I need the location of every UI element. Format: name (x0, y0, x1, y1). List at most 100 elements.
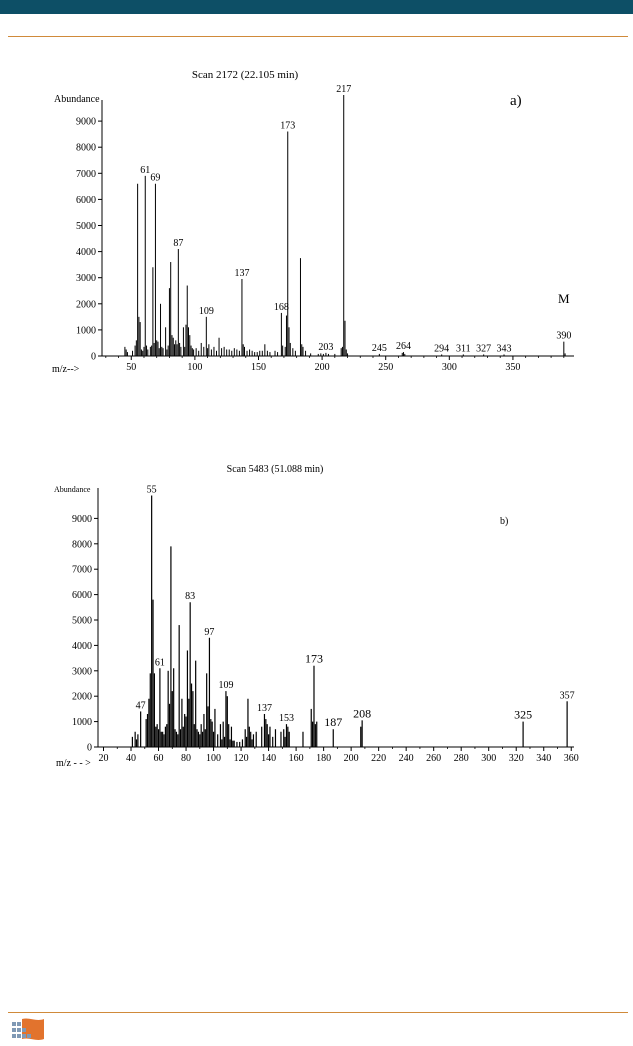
mass-spectrum-chart-a: Scan 2172 (22.105 min) a) Abundance m/z-… (52, 69, 574, 375)
x-tick-label: 200 (315, 362, 330, 373)
peak-label: 245 (372, 343, 387, 354)
y-axis-label: Abundance (54, 485, 91, 494)
peak-label: 173 (280, 121, 295, 132)
peak-label: 208 (353, 706, 371, 720)
y-tick-label: 7000 (76, 169, 96, 180)
x-tick-label: 300 (442, 362, 457, 373)
logo-dot (22, 1034, 26, 1038)
x-tick-label: 340 (536, 753, 551, 764)
peak-label: 55 (147, 485, 157, 496)
chart-title: Scan 2172 (22.105 min) (192, 69, 299, 81)
y-tick-label: 3000 (72, 666, 92, 677)
mass-spectrum-chart-b: Scan 5483 (51.088 min) b) Abundance m/z … (54, 464, 579, 769)
x-tick-label: 40 (126, 753, 136, 764)
logo-dot (17, 1022, 21, 1026)
logo-dot (22, 1028, 26, 1032)
y-tick-label: 9000 (72, 514, 92, 525)
y-tick-label: 5000 (72, 616, 92, 627)
x-tick-label: 100 (206, 753, 221, 764)
y-tick-label: 8000 (72, 539, 92, 550)
x-tick-label: 120 (234, 753, 249, 764)
footer-rule (8, 1012, 628, 1013)
panel-label: b) (500, 516, 508, 527)
peak-labels: 47 55 61 83 97 109 137 153 173 187 208 325 357 (136, 485, 575, 730)
logo-dot (27, 1034, 31, 1038)
peak-label: 87 (173, 238, 183, 249)
x-tick-label: 320 (509, 753, 524, 764)
peak-label: 153 (279, 713, 294, 724)
peak-label: 217 (336, 84, 351, 95)
peak-label: 61 (140, 165, 150, 176)
peak-label: 109 (218, 680, 233, 691)
panel-label: a) (510, 93, 522, 109)
peak-label: 69 (150, 173, 160, 184)
y-tick-label: 2000 (72, 692, 92, 703)
x-tick-label: 360 (564, 753, 579, 764)
x-tick-label: 200 (344, 753, 359, 764)
peak-label: 97 (204, 627, 214, 638)
peak-label: 294 (434, 343, 449, 354)
peak-label: 343 (497, 343, 512, 354)
y-tick-label: 4000 (76, 247, 96, 258)
peak-label: 325 (514, 708, 532, 722)
y-tick-label: 6000 (72, 590, 92, 601)
x-tick-label: 80 (181, 753, 191, 764)
header-band (0, 0, 633, 14)
peak-label: 47 (136, 700, 146, 711)
x-tick-label: 160 (289, 753, 304, 764)
peak-label: 168 (274, 302, 289, 313)
peak-label: 109 (199, 306, 214, 317)
x-axis-label: m/z--> (52, 364, 80, 375)
x-tick-label: 220 (371, 753, 386, 764)
y-tick-label: 1000 (76, 325, 96, 336)
peak-label: 173 (305, 652, 323, 666)
y-tick-label: 2000 (76, 299, 96, 310)
x-tick-label: 20 (99, 753, 109, 764)
y-tick-label: 0 (91, 352, 96, 363)
y-tick-label: 0 (87, 743, 92, 754)
y-tick-label: 8000 (76, 143, 96, 154)
x-axis-label: m/z - - > (56, 758, 91, 769)
x-tick-label: 280 (454, 753, 469, 764)
chart-title: Scan 5483 (51.088 min) (227, 464, 324, 475)
logo-dot (12, 1034, 16, 1038)
y-axis-label: Abundance (54, 94, 100, 105)
peak-label: 61 (155, 657, 165, 668)
x-tick-label: 250 (378, 362, 393, 373)
y-tick-label: 5000 (76, 221, 96, 232)
peak-label: 137 (257, 703, 272, 714)
peak-label: 327 (476, 343, 491, 354)
peak-label: 137 (234, 268, 249, 279)
x-tick-label: 300 (481, 753, 496, 764)
axes: 0 1000 2000 3000 4000 5000 6000 7000 8000 9000 50 1… (76, 100, 574, 373)
peak-label: 311 (456, 343, 471, 354)
logo-dot (17, 1028, 21, 1032)
y-tick-label: 7000 (72, 565, 92, 576)
publisher-logo-icon (12, 1018, 44, 1040)
x-tick-label: 50 (126, 362, 136, 373)
logo-dot (12, 1028, 16, 1032)
peak-bars (124, 95, 566, 356)
peak-label: 83 (185, 591, 195, 602)
x-tick-label: 140 (261, 753, 276, 764)
logo-dot (12, 1022, 16, 1026)
peak-bars (131, 495, 568, 747)
annotation: M (558, 291, 570, 306)
x-tick-label: 240 (399, 753, 414, 764)
peak-label: 203 (318, 342, 333, 353)
y-tick-label: 1000 (72, 717, 92, 728)
header-rule (8, 36, 628, 37)
peak-label: 264 (396, 341, 411, 352)
x-tick-label: 60 (154, 753, 164, 764)
logo-dot (17, 1034, 21, 1038)
y-tick-label: 9000 (76, 117, 96, 128)
peak-label: 390 (556, 331, 571, 342)
y-tick-label: 6000 (76, 195, 96, 206)
x-tick-label: 150 (251, 362, 266, 373)
peak-label: 187 (324, 715, 342, 729)
x-tick-label: 350 (505, 362, 520, 373)
x-tick-label: 100 (187, 362, 202, 373)
x-tick-label: 260 (426, 753, 441, 764)
peak-label: 357 (560, 690, 575, 701)
